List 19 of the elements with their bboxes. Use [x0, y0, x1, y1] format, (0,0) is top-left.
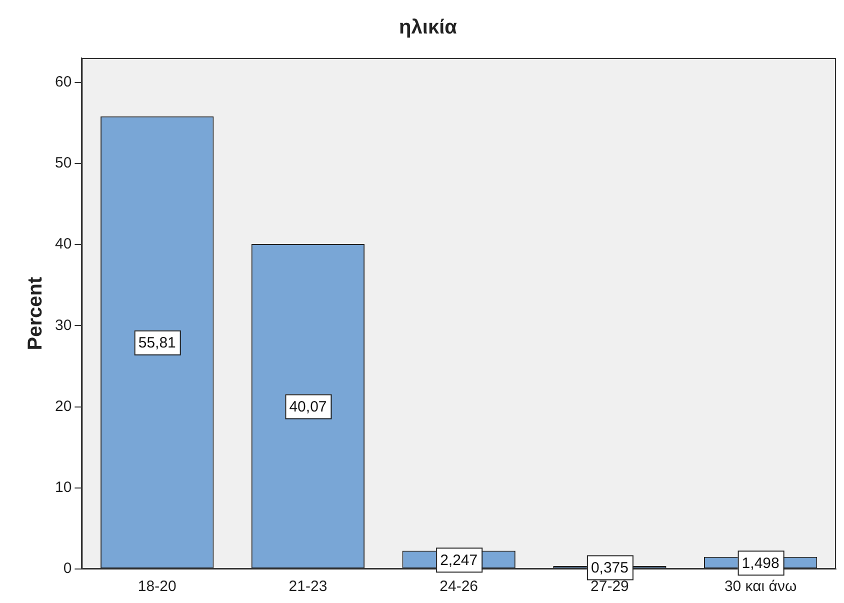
y-tick-label: 10	[54, 479, 72, 496]
y-tick-label: 50	[54, 154, 72, 172]
x-tick-label: 24-26	[440, 578, 478, 596]
y-axis-title: Percent	[24, 276, 47, 350]
x-tick-label: 18-20	[138, 578, 176, 596]
x-tick-label: 21-23	[288, 578, 328, 596]
data-label: 2,247	[440, 552, 478, 569]
y-tick-label: 20	[54, 398, 72, 415]
chart-title: ηλικία	[399, 16, 458, 39]
data-label: 0,375	[590, 559, 628, 576]
data-label: 1,498	[742, 554, 780, 572]
data-label: 40,07	[289, 398, 327, 416]
y-tick-label: 30	[54, 316, 72, 334]
x-tick-label: 30 και άνω	[724, 578, 797, 596]
y-tick-label: 60	[54, 73, 72, 90]
data-label: 55,81	[138, 334, 176, 352]
y-tick-label: 0	[63, 560, 72, 578]
x-tick-label: 27-29	[590, 578, 629, 596]
y-tick-label: 40	[54, 236, 72, 253]
